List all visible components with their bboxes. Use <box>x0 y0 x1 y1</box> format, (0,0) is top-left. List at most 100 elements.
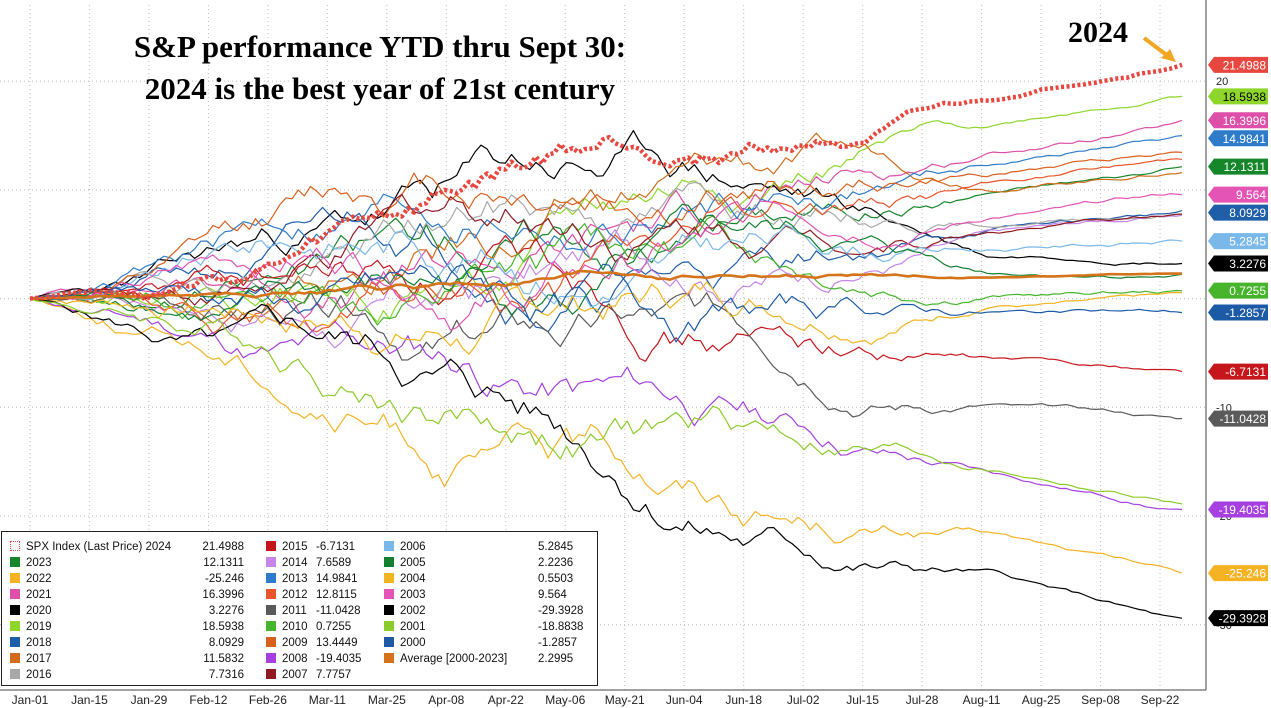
legend-swatch <box>266 637 276 647</box>
legend-value: 12.8115 <box>316 589 357 601</box>
legend-item: 2000 <box>384 635 426 651</box>
legend-item: 2022 <box>10 571 52 587</box>
value-label: -6.7131 <box>1208 363 1268 380</box>
legend-value: 7.7757 <box>316 669 352 681</box>
svg-text:-29.3928: -29.3928 <box>1219 612 1267 626</box>
legend-item: 2016 <box>10 667 52 683</box>
series-line-2020 <box>29 130 1183 300</box>
legend-value: 9.564 <box>538 589 567 601</box>
legend-label: 2017 <box>26 653 52 665</box>
legend-label: 2001 <box>400 621 426 633</box>
legend-swatch <box>266 541 276 551</box>
x-tick-label: Sep-22 <box>1141 693 1180 707</box>
legend-item: 2006 <box>384 539 426 555</box>
legend-item: 2003 <box>384 587 426 603</box>
legend-value: 11.5832 <box>203 653 244 665</box>
legend-label: 2013 <box>282 573 308 585</box>
legend-item: 2019 <box>10 619 52 635</box>
x-tick-label: Sep-08 <box>1081 693 1120 707</box>
chart-title: S&P performance YTD thru Sept 30: 2024 i… <box>60 26 700 110</box>
legend-swatch <box>266 653 276 663</box>
legend-swatch <box>10 637 20 647</box>
legend-label: 2004 <box>400 573 426 585</box>
legend-swatch <box>10 557 20 567</box>
x-tick-label: Jan-29 <box>131 693 168 707</box>
legend-item: 2010 <box>266 619 308 635</box>
legend-swatch <box>10 653 20 663</box>
legend-label: 2022 <box>26 573 52 585</box>
legend-item: 2009 <box>266 635 308 651</box>
x-tick-label: Aug-25 <box>1022 693 1061 707</box>
svg-text:12.1311: 12.1311 <box>1224 160 1267 174</box>
legend-value: -6.7131 <box>316 541 356 553</box>
legend-label: 2010 <box>282 621 308 633</box>
series-line-2007 <box>29 193 1183 306</box>
legend-value: -25.246 <box>204 573 244 585</box>
legend-item: 2004 <box>384 571 426 587</box>
legend-label: 2012 <box>282 589 308 601</box>
svg-text:14.9841: 14.9841 <box>1223 132 1267 146</box>
legend-label: 2002 <box>400 605 426 617</box>
x-tick-label: Feb-26 <box>249 693 287 707</box>
legend-value: -19.4035 <box>316 653 362 665</box>
legend-swatch <box>10 605 20 615</box>
x-tick-label: Mar-25 <box>368 693 406 707</box>
svg-text:-1.2857: -1.2857 <box>1225 306 1266 320</box>
legend-swatch <box>384 653 394 663</box>
value-label: 0.7255 <box>1208 282 1268 299</box>
annotation-arrow <box>1142 36 1176 62</box>
legend-item: 2001 <box>384 619 426 635</box>
series-line-2006 <box>29 224 1183 308</box>
legend-swatch <box>10 621 20 631</box>
series-line-2019 <box>29 95 1183 323</box>
legend-swatch <box>10 669 20 679</box>
value-label: 12.1311 <box>1208 158 1268 175</box>
series-line-spx-index-last-price-2024 <box>29 62 1183 302</box>
legend-value: 12.1311 <box>203 557 244 569</box>
legend-item: 2012 <box>266 587 308 603</box>
series-line-2015 <box>29 234 1183 373</box>
axes: Jan-01 Jan-15 Jan-29 Feb-12 Feb-26 Mar-11 Mar-… <box>0 0 1232 707</box>
legend-swatch <box>384 637 394 647</box>
svg-text:-19.4035: -19.4035 <box>1219 503 1267 517</box>
legend-label: 2011 <box>282 605 307 617</box>
series-line-average-2000-2023- <box>29 269 1183 300</box>
legend-item: 2015 <box>266 539 308 555</box>
legend-value: -11.0428 <box>316 605 361 617</box>
legend-item: 2008 <box>266 651 308 667</box>
legend-label: 2009 <box>282 637 308 649</box>
legend-item: 2018 <box>10 635 52 651</box>
chart-legend: SPX Index (Last Price) 2024 21.4988 2023 12… <box>1 531 598 686</box>
chart-title-line-2: 2024 is the best year of 21st century <box>144 71 616 106</box>
legend-value: 2.2236 <box>538 557 574 569</box>
svg-text:0.7255: 0.7255 <box>1229 284 1266 298</box>
series-line-2002 <box>29 298 1183 619</box>
legend-label: Average [2000-2023] <box>400 653 508 665</box>
legend-value: 18.5938 <box>202 621 244 633</box>
legend-swatch <box>10 541 20 551</box>
legend-swatch <box>266 573 276 583</box>
legend-label: 2018 <box>26 637 52 649</box>
legend-item: 2011 <box>266 603 307 619</box>
y-tick-label: 20 <box>1216 76 1228 88</box>
x-tick-label: Mar-11 <box>309 693 346 707</box>
legend-swatch <box>266 589 276 599</box>
legend-label: 2019 <box>26 621 52 633</box>
legend-swatch <box>10 589 20 599</box>
legend-item: Average [2000-2023] <box>384 651 507 667</box>
legend-value: 3.2276 <box>208 605 244 617</box>
series-line-2012 <box>30 158 1183 335</box>
value-label: 16.3996 <box>1208 112 1268 129</box>
value-label: 8.0929 <box>1208 204 1268 221</box>
legend-swatch <box>384 605 394 615</box>
legend-swatch <box>384 589 394 599</box>
x-tick-label: Feb-12 <box>189 693 227 707</box>
legend-value: 13.4449 <box>316 637 358 649</box>
value-label: 21.4988 <box>1208 56 1268 73</box>
series-line-2000 <box>29 263 1183 343</box>
legend-label: 2005 <box>400 557 426 569</box>
legend-label: 2023 <box>26 557 52 569</box>
legend-label: 2000 <box>400 637 426 649</box>
legend-item: 2013 <box>266 571 308 587</box>
series-lines <box>29 62 1183 619</box>
